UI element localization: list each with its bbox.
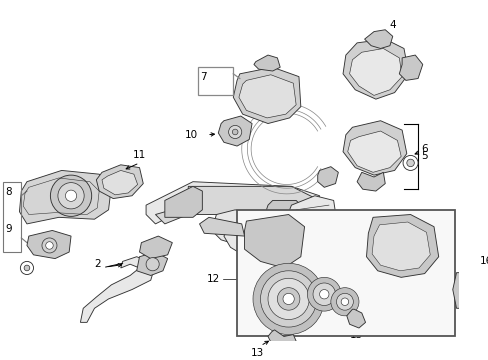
Polygon shape [96, 165, 143, 199]
Text: 14: 14 [309, 315, 323, 325]
Circle shape [45, 242, 53, 249]
Polygon shape [346, 309, 365, 328]
Circle shape [24, 265, 30, 271]
Circle shape [402, 156, 417, 170]
Polygon shape [356, 172, 385, 191]
Text: 6: 6 [420, 144, 427, 154]
Polygon shape [233, 67, 300, 123]
Circle shape [252, 263, 324, 334]
Polygon shape [366, 215, 438, 277]
Circle shape [336, 293, 353, 310]
Circle shape [478, 292, 486, 300]
Text: 15: 15 [349, 330, 362, 340]
Polygon shape [364, 30, 392, 49]
Text: 4: 4 [389, 20, 396, 30]
Circle shape [330, 288, 358, 316]
Circle shape [146, 258, 159, 271]
Text: 5: 5 [420, 151, 427, 161]
Polygon shape [239, 75, 296, 118]
Circle shape [42, 238, 57, 253]
Text: 13: 13 [251, 348, 264, 358]
Polygon shape [244, 215, 304, 268]
Circle shape [312, 283, 335, 306]
Circle shape [20, 261, 34, 275]
Circle shape [244, 235, 253, 244]
Polygon shape [211, 210, 253, 246]
Circle shape [341, 298, 348, 306]
Polygon shape [371, 222, 429, 271]
Text: 11: 11 [133, 150, 146, 160]
Text: 10: 10 [184, 130, 197, 140]
Polygon shape [80, 257, 155, 322]
Polygon shape [27, 230, 71, 258]
Circle shape [65, 190, 77, 201]
Text: 17: 17 [319, 240, 332, 251]
Bar [237, 210, 454, 337]
Bar [2, 182, 21, 252]
Polygon shape [218, 116, 251, 146]
Circle shape [463, 292, 470, 300]
Text: 3: 3 [344, 217, 351, 227]
Circle shape [232, 129, 238, 135]
Circle shape [260, 271, 316, 327]
Circle shape [319, 289, 328, 299]
Polygon shape [102, 170, 137, 195]
Polygon shape [286, 196, 336, 240]
Text: 8: 8 [5, 187, 12, 197]
Polygon shape [253, 55, 280, 71]
Polygon shape [343, 39, 408, 99]
Polygon shape [317, 167, 338, 187]
Circle shape [307, 277, 341, 311]
Polygon shape [224, 219, 272, 258]
Polygon shape [137, 252, 167, 275]
Polygon shape [343, 121, 406, 175]
Circle shape [228, 125, 241, 139]
Text: 16: 16 [479, 256, 488, 266]
Text: 9: 9 [5, 224, 12, 234]
Circle shape [58, 183, 84, 209]
Polygon shape [199, 217, 244, 236]
Text: 12: 12 [206, 274, 220, 284]
Polygon shape [399, 55, 422, 80]
Polygon shape [146, 182, 319, 224]
Polygon shape [20, 170, 111, 224]
Circle shape [238, 229, 260, 251]
Text: 2: 2 [94, 259, 101, 269]
Polygon shape [164, 186, 202, 217]
Polygon shape [155, 186, 319, 224]
Circle shape [267, 278, 308, 320]
Circle shape [283, 293, 294, 305]
Polygon shape [347, 131, 400, 172]
Polygon shape [139, 236, 172, 258]
Bar [197, 67, 233, 95]
Circle shape [406, 159, 413, 167]
Polygon shape [267, 330, 296, 346]
Polygon shape [263, 201, 305, 227]
Text: 1: 1 [252, 269, 259, 279]
Polygon shape [349, 49, 401, 95]
Circle shape [277, 288, 299, 310]
Text: 7: 7 [200, 72, 207, 82]
Polygon shape [452, 273, 488, 308]
Circle shape [50, 175, 91, 216]
